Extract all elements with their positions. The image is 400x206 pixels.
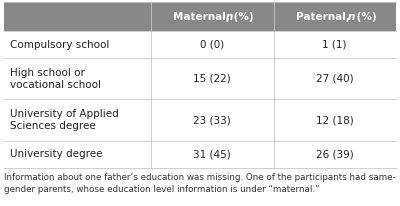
Text: (%): (%) (353, 12, 376, 22)
Text: 0 (0): 0 (0) (200, 40, 224, 50)
Text: Compulsory school: Compulsory school (10, 40, 109, 50)
Text: (%): (%) (230, 12, 254, 22)
Text: 27 (40): 27 (40) (316, 74, 354, 84)
Text: Information about one father’s education was missing. One of the participants ha: Information about one father’s education… (4, 173, 396, 194)
Bar (4, 2, 396, 31)
Text: 31 (45): 31 (45) (193, 149, 231, 159)
Bar (4, 99, 396, 141)
Text: 26 (39): 26 (39) (316, 149, 354, 159)
Text: n: n (348, 12, 355, 22)
Text: 15 (22): 15 (22) (193, 74, 231, 84)
Text: 12 (18): 12 (18) (316, 115, 354, 125)
Text: University degree: University degree (10, 149, 102, 159)
Bar (4, 31, 396, 58)
Text: High school or
vocational school: High school or vocational school (10, 68, 101, 90)
Text: Paternal,: Paternal, (296, 12, 353, 22)
Bar (4, 141, 396, 168)
Text: 1 (1): 1 (1) (322, 40, 347, 50)
Bar (4, 58, 396, 99)
Text: Maternal,: Maternal, (173, 12, 234, 22)
Text: University of Applied
Sciences degree: University of Applied Sciences degree (10, 109, 119, 131)
Text: n: n (225, 12, 233, 22)
Text: 23 (33): 23 (33) (193, 115, 231, 125)
